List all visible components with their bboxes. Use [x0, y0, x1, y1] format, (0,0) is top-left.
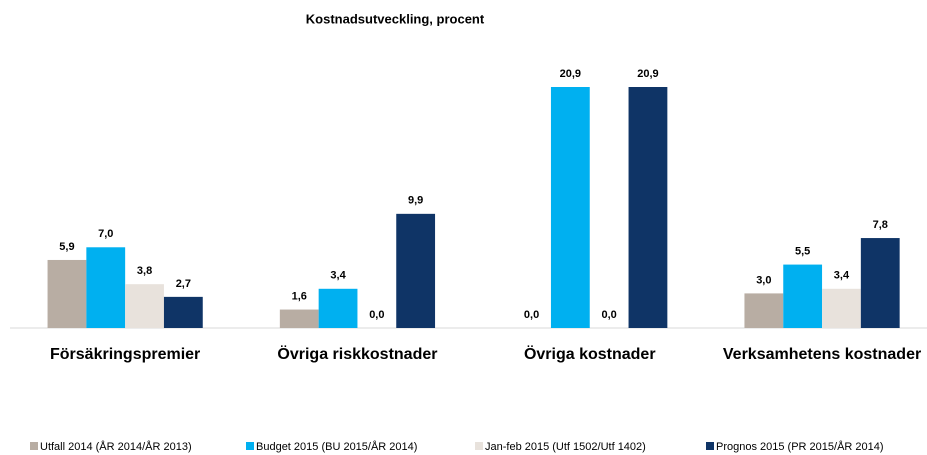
bar: [628, 87, 668, 328]
data-label: 3,4: [834, 270, 850, 282]
legend-label: Jan-feb 2015 (Utf 1502/Utf 1402): [485, 441, 646, 453]
bar: [47, 259, 87, 328]
legend-swatch: [475, 442, 483, 450]
bar: [279, 309, 319, 328]
legend-swatch: [246, 442, 254, 450]
data-label: 3,4: [330, 270, 346, 282]
bar: [318, 288, 358, 328]
bar: [860, 238, 900, 328]
data-label: 0,0: [602, 309, 617, 321]
data-label: 3,0: [756, 274, 771, 286]
legend-swatch: [706, 442, 714, 450]
data-label: 7,0: [98, 228, 113, 240]
data-label: 20,9: [560, 68, 581, 80]
x-tick-label: Försäkringspremier: [50, 346, 200, 363]
bar: [550, 87, 590, 328]
data-label: 0,0: [369, 309, 384, 321]
data-label: 2,7: [176, 278, 191, 290]
data-label: 0,0: [524, 309, 539, 321]
bar: [86, 247, 126, 328]
data-label: 9,9: [408, 195, 423, 207]
legend-label: Utfall 2014 (ÅR 2014/ÅR 2013): [40, 440, 192, 453]
bar: [783, 264, 823, 328]
bar: [822, 288, 861, 328]
x-tick-label: Övriga kostnader: [524, 344, 656, 363]
data-label: 1,6: [292, 290, 307, 302]
data-label: 20,9: [637, 68, 658, 80]
bar: [744, 293, 784, 328]
bar: [396, 213, 436, 328]
x-tick-label: Verksamhetens kostnader: [723, 346, 921, 363]
chart-title: Kostnadsutveckling, procent: [306, 11, 485, 26]
data-label: 7,8: [873, 219, 888, 231]
legend-label: Prognos 2015 (PR 2015/ÅR 2014): [716, 440, 884, 453]
bar: [163, 296, 203, 328]
legend-swatch: [30, 442, 38, 450]
bar: [125, 284, 164, 328]
x-tick-label: Övriga riskkostnader: [277, 344, 437, 363]
legend-label: Budget 2015 (BU 2015/ÅR 2014): [256, 440, 417, 453]
data-label: 5,9: [59, 241, 74, 253]
data-label: 5,5: [795, 245, 810, 257]
data-label: 3,8: [137, 265, 152, 277]
